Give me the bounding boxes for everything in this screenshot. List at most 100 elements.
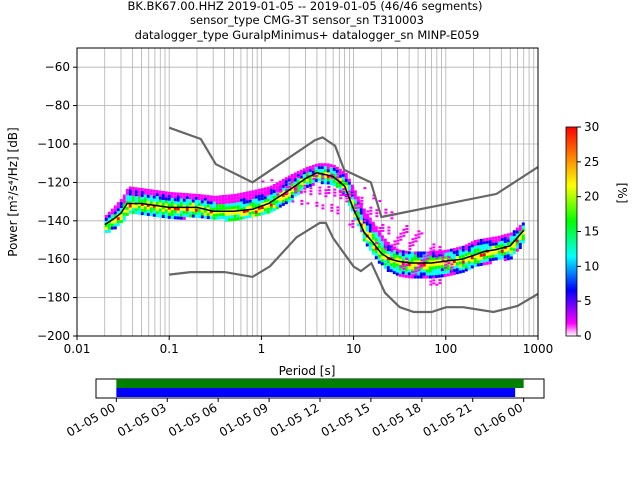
density-cell-sparse	[387, 232, 391, 235]
coverage-tick-label: 01-05 12	[268, 400, 322, 439]
density-cell	[257, 188, 261, 192]
density-cell	[461, 266, 465, 270]
density-cell-sparse	[405, 231, 409, 233]
density-cell-sparse	[441, 256, 445, 259]
density-cell	[428, 251, 432, 255]
density-cell	[233, 196, 237, 200]
density-cell	[437, 271, 441, 275]
density-cell-sparse	[327, 192, 331, 194]
density-cell	[128, 210, 132, 214]
density-cell	[479, 241, 483, 245]
density-cell	[251, 193, 255, 197]
density-cell	[416, 272, 420, 276]
density-cell	[323, 169, 327, 173]
density-cell	[185, 208, 189, 212]
density-cell-sparse	[378, 200, 382, 202]
density-cell	[407, 269, 411, 273]
density-cell	[380, 250, 384, 254]
density-cell	[458, 249, 462, 253]
density-cell	[473, 240, 477, 243]
density-cell	[389, 260, 393, 264]
density-cell	[224, 206, 228, 210]
density-cell	[248, 193, 252, 197]
density-cell	[455, 247, 459, 251]
density-cell	[299, 172, 303, 176]
coverage-bar	[116, 379, 524, 388]
density-cell	[155, 214, 159, 218]
density-cell	[251, 199, 255, 203]
density-cell	[410, 254, 414, 258]
density-cell	[197, 212, 201, 215]
density-cell	[230, 200, 234, 204]
density-cell-sparse	[285, 186, 289, 189]
density-cell	[137, 205, 141, 209]
density-cell	[335, 169, 339, 173]
density-cell	[347, 184, 351, 188]
density-cell	[413, 275, 417, 279]
density-cell	[374, 235, 378, 239]
density-cell	[341, 176, 345, 180]
density-cell	[407, 266, 411, 270]
density-cell	[350, 196, 354, 200]
density-cell	[131, 198, 135, 202]
density-cell	[428, 263, 432, 267]
density-cell-sparse	[330, 176, 334, 179]
density-cell	[251, 196, 255, 200]
density-cell	[200, 194, 204, 198]
density-cell	[485, 261, 489, 265]
density-cell	[170, 201, 174, 205]
density-cell	[449, 251, 453, 255]
density-cell	[140, 197, 144, 201]
density-cell	[314, 175, 318, 179]
density-cell	[320, 163, 324, 167]
density-cell	[218, 207, 222, 211]
density-cell	[248, 211, 252, 215]
density-cell	[317, 166, 321, 170]
density-cell-sparse	[402, 234, 406, 237]
density-cell	[143, 209, 147, 213]
density-cell-sparse	[348, 193, 352, 196]
density-cell	[260, 203, 264, 207]
density-cell	[314, 163, 318, 167]
density-cell	[398, 273, 402, 277]
density-cell	[521, 231, 525, 235]
density-cell	[251, 202, 255, 206]
density-cell	[245, 206, 249, 210]
density-cell	[110, 214, 114, 218]
density-cell-sparse	[336, 212, 340, 215]
density-cell	[200, 203, 204, 207]
density-cell	[116, 202, 120, 206]
density-cell-sparse	[369, 212, 373, 215]
density-cell	[149, 195, 153, 199]
density-cell	[464, 247, 468, 251]
density-cell	[398, 255, 402, 259]
density-cell	[140, 194, 144, 198]
density-cell	[302, 180, 306, 184]
density-cell	[479, 244, 483, 248]
coverage-tick-label: 01-05 03	[115, 400, 169, 439]
density-cell-sparse	[372, 230, 376, 233]
colorbar-tick-label: 5	[584, 294, 592, 308]
density-cell-sparse	[279, 190, 283, 192]
density-cell	[197, 194, 201, 197]
density-cell	[422, 251, 426, 255]
density-cell	[284, 180, 288, 184]
density-cell-sparse	[339, 197, 343, 200]
density-cell	[362, 235, 366, 239]
density-cell	[209, 210, 213, 214]
density-cell-sparse	[261, 180, 265, 183]
psd-plot-area: 0.01 0.1 1 10 100 1000 −60 −80 −100 −120 −140 −160…	[6, 47, 553, 378]
density-cell	[191, 208, 195, 212]
density-cell	[437, 268, 441, 272]
density-cell	[236, 196, 240, 200]
density-cell	[371, 239, 375, 243]
density-cell	[296, 174, 300, 178]
density-cell	[335, 181, 339, 185]
density-cell	[227, 215, 231, 219]
density-cell	[176, 213, 180, 217]
y-tick-label: −180	[37, 291, 70, 305]
density-cell	[134, 187, 138, 191]
density-cell-sparse	[315, 174, 319, 177]
density-cell	[362, 208, 366, 212]
density-cell	[257, 203, 261, 207]
